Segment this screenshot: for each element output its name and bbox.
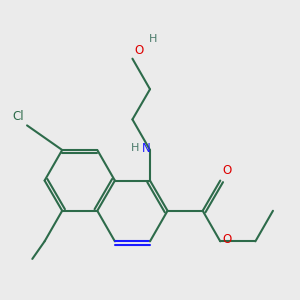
- Text: N: N: [141, 142, 150, 155]
- Text: O: O: [222, 164, 231, 177]
- Text: H: H: [131, 143, 140, 153]
- Text: H: H: [149, 34, 158, 44]
- Text: O: O: [222, 233, 231, 246]
- Text: Cl: Cl: [13, 110, 24, 123]
- Text: O: O: [134, 44, 143, 57]
